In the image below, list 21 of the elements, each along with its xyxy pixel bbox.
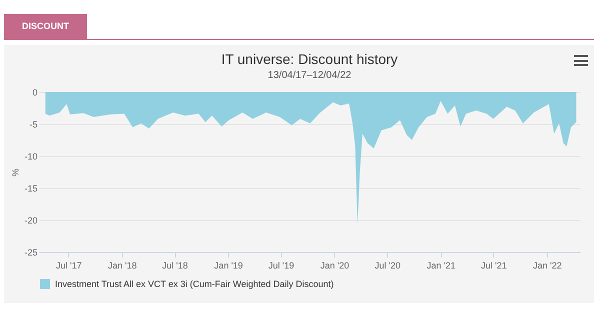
x-tick-label: Jul '20 (374, 260, 401, 270)
chart-title: IT universe: Discount history (221, 51, 398, 67)
x-tick-label: Jan '20 (320, 260, 350, 270)
x-tick-label: Jul '21 (480, 260, 507, 270)
x-tick-label: Jul '19 (268, 260, 294, 270)
x-tick-label: Jan '21 (426, 260, 456, 270)
y-tick-label: -20 (24, 216, 38, 226)
y-tick-label: 0 (32, 88, 38, 98)
y-tick-label: -25 (24, 248, 38, 258)
x-tick-label: Jan '18 (108, 260, 137, 270)
x-tick-label: Jul '17 (56, 260, 82, 270)
legend-label: Investment Trust All ex VCT ex 3i (Cum-Fair Weighted Daily Discount) (55, 279, 334, 289)
x-tick-label: Jan '19 (214, 260, 243, 270)
text: DISCOUNT (4, 14, 87, 39)
y-tick-label: -10 (24, 152, 38, 162)
chart-subtitle: 13/04/17–12/04/22 (268, 70, 352, 81)
y-tick-label: -15 (24, 184, 38, 194)
y-axis-title: % (10, 168, 20, 177)
y-tick-label: -5 (29, 120, 38, 130)
x-tick-label: Jul '18 (162, 260, 188, 270)
x-tick-label: Jan '22 (532, 260, 562, 270)
